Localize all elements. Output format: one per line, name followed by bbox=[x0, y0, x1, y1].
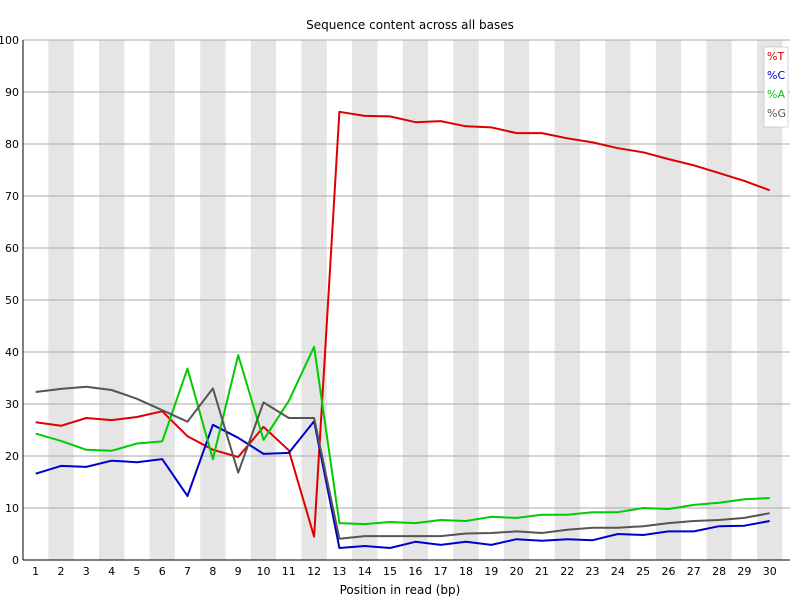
x-tick-label: 11 bbox=[282, 565, 296, 578]
legend: %T %C %A %G bbox=[763, 46, 789, 128]
x-tick-label: 2 bbox=[57, 565, 64, 578]
x-tick-label: 17 bbox=[434, 565, 448, 578]
x-tick-label: 5 bbox=[133, 565, 140, 578]
x-tick-label: 18 bbox=[459, 565, 473, 578]
legend-item-g: %G bbox=[767, 107, 786, 120]
x-tick-label: 28 bbox=[712, 565, 726, 578]
legend-item-a: %A bbox=[767, 88, 785, 101]
y-tick-label: 100 bbox=[0, 34, 19, 47]
y-tick-labels: 0 10 20 30 40 50 60 70 80 90 100 bbox=[0, 34, 19, 567]
x-tick-label: 27 bbox=[687, 565, 701, 578]
series-line-c bbox=[35, 420, 770, 549]
x-tick-label: 15 bbox=[383, 565, 397, 578]
y-tick-label: 90 bbox=[5, 86, 19, 99]
x-tick-label: 4 bbox=[108, 565, 115, 578]
x-tick-label: 12 bbox=[307, 565, 321, 578]
legend-box bbox=[763, 46, 789, 128]
x-tick-label: 1 bbox=[32, 565, 39, 578]
x-tick-labels: 1 2 3 4 5 6 7 8 9 10 11 12 13 14 15 16 17 18 19 20 21 22 23 24 2… bbox=[32, 565, 777, 578]
y-tick-label: 10 bbox=[5, 502, 19, 515]
y-tick-label: 50 bbox=[5, 294, 19, 307]
x-tick-label: 25 bbox=[636, 565, 650, 578]
x-axis-label: Position in read (bp) bbox=[340, 583, 461, 597]
x-tick-label: 30 bbox=[763, 565, 777, 578]
legend-item-t: %T bbox=[767, 50, 784, 63]
x-tick-label: 13 bbox=[332, 565, 346, 578]
y-tick-label: 40 bbox=[5, 346, 19, 359]
chart-title: Sequence content across all bases bbox=[306, 18, 514, 32]
y-tick-label: 20 bbox=[5, 450, 19, 463]
x-tick-label: 20 bbox=[510, 565, 524, 578]
y-tick-label: 60 bbox=[5, 242, 19, 255]
x-tick-label: 24 bbox=[611, 565, 625, 578]
y-tick-label: 30 bbox=[5, 398, 19, 411]
x-tick-label: 6 bbox=[159, 565, 166, 578]
x-tick-label: 3 bbox=[83, 565, 90, 578]
x-tick-label: 14 bbox=[358, 565, 372, 578]
x-tick-label: 7 bbox=[184, 565, 191, 578]
x-tick-label: 9 bbox=[235, 565, 242, 578]
x-tick-label: 8 bbox=[209, 565, 216, 578]
y-tick-label: 70 bbox=[5, 190, 19, 203]
series-line-g bbox=[35, 385, 770, 540]
series-line-a bbox=[35, 345, 770, 526]
series-line-t bbox=[35, 110, 771, 538]
x-tick-label: 26 bbox=[661, 565, 675, 578]
x-tick-label: 22 bbox=[560, 565, 574, 578]
x-tick-label: 19 bbox=[484, 565, 498, 578]
y-tick-label: 0 bbox=[12, 554, 19, 567]
x-tick-label: 29 bbox=[737, 565, 751, 578]
x-tick-label: 21 bbox=[535, 565, 549, 578]
series-lines bbox=[35, 110, 771, 549]
x-tick-label: 10 bbox=[256, 565, 270, 578]
legend-item-c: %C bbox=[767, 69, 785, 82]
x-tick-label: 23 bbox=[586, 565, 600, 578]
x-tick-label: 16 bbox=[408, 565, 422, 578]
y-tick-label: 80 bbox=[5, 138, 19, 151]
axes bbox=[22, 40, 790, 561]
